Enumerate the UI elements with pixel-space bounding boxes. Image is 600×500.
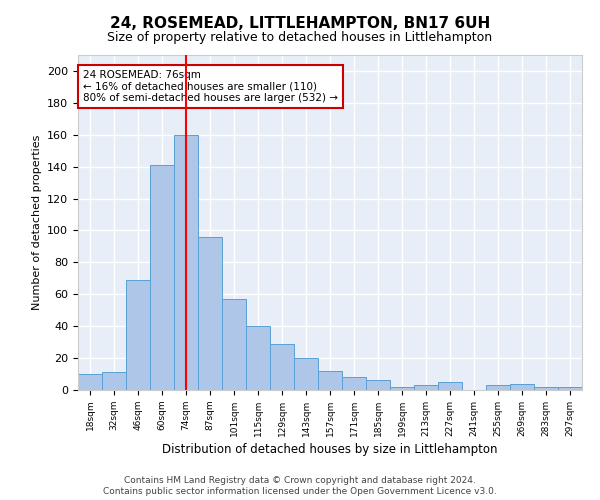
Bar — [342, 377, 366, 390]
Bar — [294, 358, 318, 390]
Text: Distribution of detached houses by size in Littlehampton: Distribution of detached houses by size … — [162, 442, 498, 456]
Bar — [318, 371, 342, 390]
Bar — [366, 380, 390, 390]
Text: Contains HM Land Registry data © Crown copyright and database right 2024.: Contains HM Land Registry data © Crown c… — [124, 476, 476, 485]
Bar — [486, 385, 510, 390]
Bar — [270, 344, 294, 390]
Bar — [438, 382, 462, 390]
Bar — [246, 326, 270, 390]
Y-axis label: Number of detached properties: Number of detached properties — [32, 135, 41, 310]
Bar — [534, 387, 558, 390]
Text: Contains public sector information licensed under the Open Government Licence v3: Contains public sector information licen… — [103, 488, 497, 496]
Text: 24, ROSEMEAD, LITTLEHAMPTON, BN17 6UH: 24, ROSEMEAD, LITTLEHAMPTON, BN17 6UH — [110, 16, 490, 31]
Bar — [558, 387, 582, 390]
Bar — [150, 165, 174, 390]
Bar — [174, 135, 198, 390]
Bar — [414, 385, 438, 390]
Bar — [126, 280, 150, 390]
Bar — [78, 374, 102, 390]
Bar — [390, 387, 414, 390]
Text: Size of property relative to detached houses in Littlehampton: Size of property relative to detached ho… — [107, 31, 493, 44]
Text: 24 ROSEMEAD: 76sqm
← 16% of detached houses are smaller (110)
80% of semi-detach: 24 ROSEMEAD: 76sqm ← 16% of detached hou… — [83, 70, 338, 103]
Bar — [510, 384, 534, 390]
Bar — [102, 372, 126, 390]
Bar — [198, 237, 222, 390]
Bar — [222, 299, 246, 390]
